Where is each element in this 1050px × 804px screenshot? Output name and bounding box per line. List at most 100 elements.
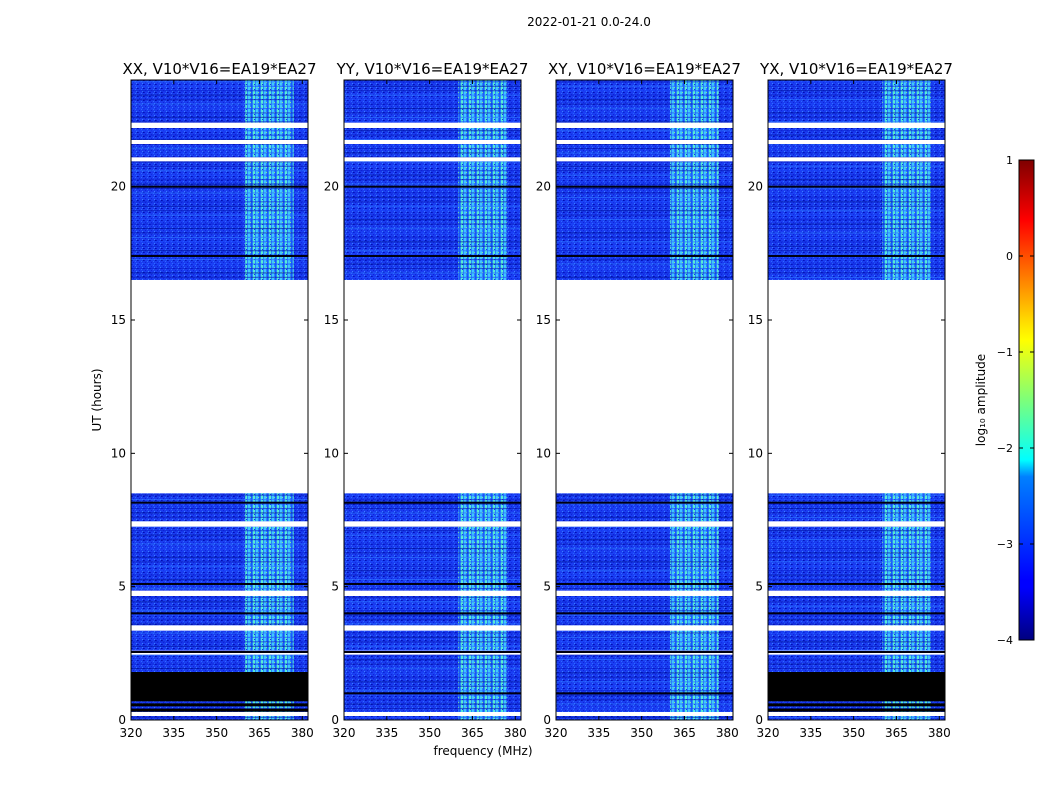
scan-row	[556, 530, 733, 532]
x-tick-label: 365	[248, 726, 271, 740]
x-tick-label: 335	[375, 726, 398, 740]
scan-row	[344, 219, 521, 221]
scan-row	[131, 232, 308, 234]
scan-row	[131, 161, 308, 163]
scan-row	[556, 236, 733, 238]
dark-band	[131, 651, 308, 653]
dark-band	[344, 692, 521, 695]
scan-row	[344, 223, 521, 225]
flagged-band	[131, 157, 308, 162]
panel-1: YY, V10*V16=EA19*EA27 320 335 350 365 380 0 5 10…	[324, 60, 529, 740]
flagged-band	[344, 140, 521, 144]
scan-row	[556, 170, 733, 172]
scan-row	[556, 143, 733, 145]
scan-row	[556, 99, 733, 101]
panel-heatmap	[556, 80, 733, 720]
flagged-band	[556, 590, 733, 596]
scan-row	[344, 596, 521, 598]
scan-row	[556, 183, 733, 185]
scan-row	[344, 210, 521, 212]
scan-row	[344, 250, 521, 252]
low-amplitude-block	[768, 672, 945, 702]
panel-3: YX, V10*V16=EA19*EA27 320 335 350 365 380 0 5 10…	[748, 60, 953, 740]
scan-row	[556, 619, 733, 621]
scan-row	[556, 587, 733, 590]
colorbar-gradient	[1018, 159, 1035, 641]
scan-row	[556, 494, 733, 496]
scan-row	[556, 187, 733, 190]
dark-band	[556, 501, 733, 504]
scan-row	[131, 103, 308, 105]
y-tick-label: 5	[755, 580, 763, 594]
scan-row	[131, 499, 308, 501]
low-amplitude-row	[768, 703, 945, 707]
x-tick-label: 335	[162, 726, 185, 740]
scan-row	[344, 565, 521, 567]
scan-row	[344, 147, 521, 150]
scan-row	[768, 587, 945, 590]
scan-row	[344, 81, 521, 83]
scan-row	[344, 552, 521, 554]
scan-row	[131, 530, 308, 532]
flagged-band	[768, 140, 945, 144]
scan-row	[344, 236, 521, 238]
scan-row	[556, 614, 733, 616]
scan-row	[768, 654, 945, 656]
flagged-band	[556, 625, 733, 631]
scan-row	[344, 516, 521, 518]
scan-row	[344, 663, 521, 665]
scan-row	[768, 219, 945, 221]
scan-row	[344, 614, 521, 616]
scan-row	[131, 210, 308, 212]
scan-row	[131, 85, 308, 87]
scan-row	[131, 276, 308, 278]
scan-row	[556, 121, 733, 123]
scan-row	[344, 99, 521, 101]
scan-row	[556, 245, 733, 247]
scan-row	[131, 201, 308, 203]
colorbar-tick-label: −1	[997, 346, 1013, 359]
low-amplitude-row	[768, 708, 945, 712]
scan-row	[131, 503, 308, 505]
scan-row	[768, 494, 945, 496]
scan-row	[556, 534, 733, 536]
x-tick-label: 320	[545, 726, 568, 740]
y-tick-label: 10	[748, 446, 763, 460]
flagged-band	[768, 157, 945, 162]
flagged-band	[344, 122, 521, 128]
scan-row	[768, 512, 945, 514]
panel-title: YX, V10*V16=EA19*EA27	[759, 60, 953, 78]
scan-row	[131, 143, 308, 145]
scan-row	[131, 579, 308, 581]
scan-row	[556, 179, 733, 181]
scan-row	[768, 534, 945, 536]
scan-row	[556, 694, 733, 696]
scan-row	[344, 276, 521, 278]
scan-row	[131, 494, 308, 496]
scan-row	[556, 241, 733, 243]
scan-row	[768, 645, 945, 647]
scan-row	[344, 161, 521, 163]
scan-row	[768, 503, 945, 505]
scan-row	[768, 179, 945, 181]
scan-row	[131, 147, 308, 150]
scan-row	[768, 165, 945, 167]
panel-2: XY, V10*V16=EA19*EA27 320 335 350 365 380 0 5 10…	[536, 60, 741, 740]
scan-row	[768, 143, 945, 145]
scan-row	[131, 645, 308, 647]
colorbar-tick-label: −2	[997, 442, 1013, 455]
scan-row	[344, 165, 521, 167]
flagged-band	[768, 625, 945, 631]
scan-row	[344, 619, 521, 621]
dark-band	[768, 185, 945, 188]
panel-frame	[130, 79, 309, 721]
dark-band	[131, 612, 308, 615]
scan-row	[768, 232, 945, 234]
scan-row	[768, 139, 945, 141]
scan-row	[768, 210, 945, 212]
scan-row	[556, 103, 733, 105]
dark-band	[344, 612, 521, 615]
scan-row	[344, 654, 521, 656]
scan-row	[344, 179, 521, 181]
scan-row	[344, 170, 521, 172]
